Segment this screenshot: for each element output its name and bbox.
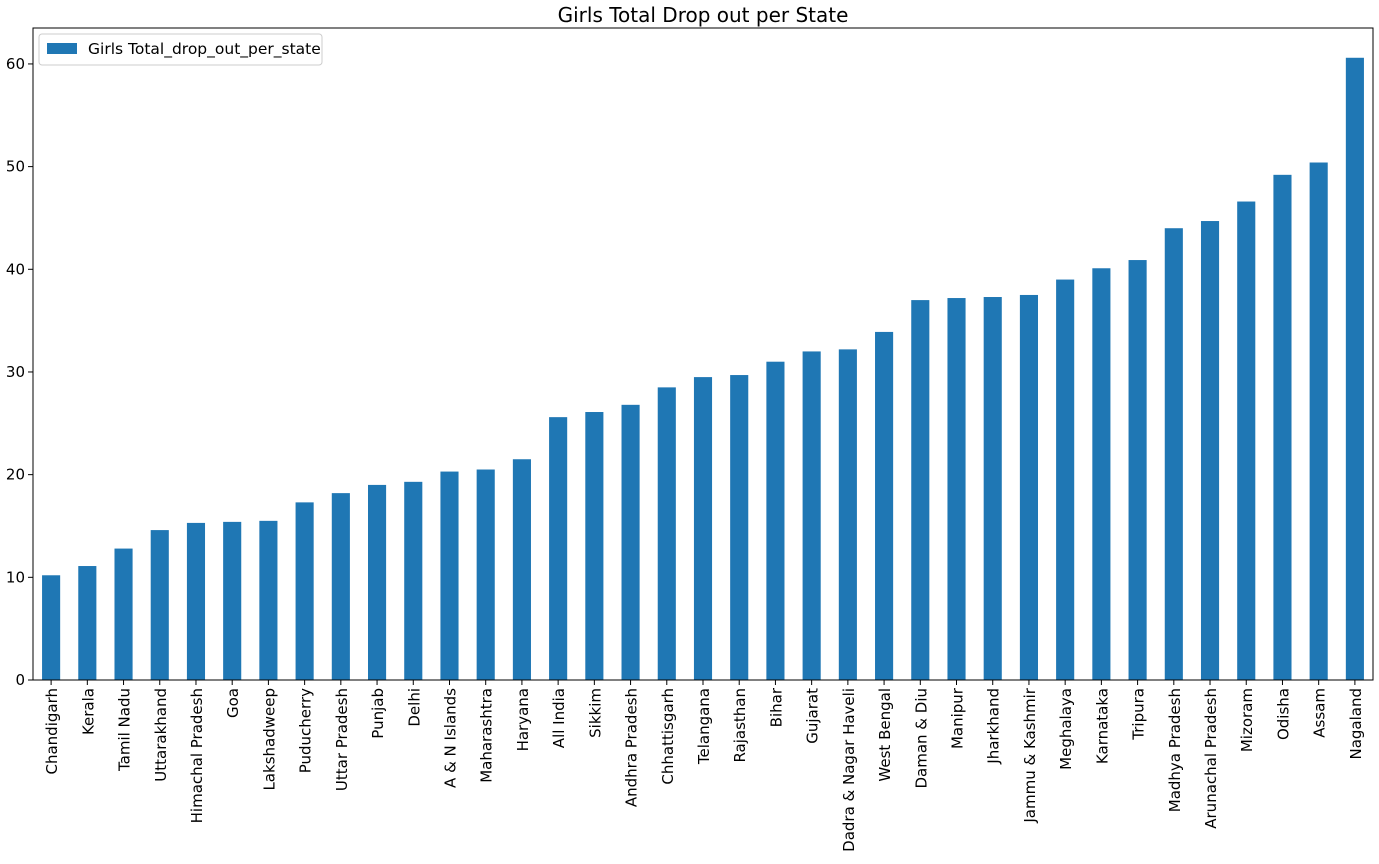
bar bbox=[693, 377, 713, 680]
x-tick-label: Gujarat bbox=[804, 688, 822, 744]
x-tick-label: Haryana bbox=[514, 688, 532, 751]
bar bbox=[1237, 201, 1256, 680]
bar bbox=[657, 387, 676, 680]
x-tick-label: West Bengal bbox=[876, 688, 894, 782]
legend-swatch bbox=[47, 43, 77, 54]
x-tick-label: All India bbox=[550, 688, 568, 748]
x-tick-label: Punjab bbox=[369, 688, 387, 739]
bar bbox=[1019, 294, 1038, 680]
x-tick-label: Mizoram bbox=[1238, 688, 1256, 752]
bar bbox=[802, 351, 821, 680]
bar bbox=[223, 521, 242, 680]
bar bbox=[1345, 57, 1364, 681]
x-tick-label: Uttar Pradesh bbox=[333, 688, 351, 791]
x-tick-label: Puducherry bbox=[297, 688, 315, 773]
x-tick-label: Odisha bbox=[1274, 688, 1292, 740]
x-tick-label: Maharashtra bbox=[478, 688, 496, 783]
y-tick-label: 20 bbox=[6, 466, 25, 484]
x-tick-label: Uttarakhand bbox=[152, 688, 170, 782]
x-tick-label: Telangana bbox=[695, 688, 713, 765]
bar bbox=[42, 575, 61, 680]
bar bbox=[730, 375, 749, 680]
x-tick-label: Sikkim bbox=[586, 688, 604, 738]
bar bbox=[259, 520, 278, 680]
bar bbox=[512, 459, 531, 680]
bar-series bbox=[42, 57, 1364, 681]
bar bbox=[1056, 279, 1075, 680]
x-tick-label: Jharkhand bbox=[985, 688, 1003, 765]
bar bbox=[1092, 268, 1111, 680]
y-tick-label: 60 bbox=[6, 55, 25, 73]
x-tick-label: Assam bbox=[1311, 688, 1329, 738]
legend: Girls Total_drop_out_per_state bbox=[38, 33, 323, 66]
y-tick-label: 50 bbox=[6, 158, 25, 176]
bar bbox=[947, 298, 966, 680]
x-tick-label: Himachal Pradesh bbox=[188, 688, 206, 823]
bar bbox=[585, 412, 604, 680]
x-tick-label: Meghalaya bbox=[1057, 688, 1075, 770]
x-tick-label: Nagaland bbox=[1347, 688, 1365, 760]
x-tick-label: A & N Islands bbox=[441, 688, 459, 788]
y-tick-label: 10 bbox=[6, 568, 25, 586]
x-tick-label: Tamil Nadu bbox=[116, 688, 134, 772]
x-tick-label: Karnataka bbox=[1093, 688, 1111, 764]
bar bbox=[368, 484, 387, 680]
x-tick-label: Goa bbox=[224, 688, 242, 718]
bar bbox=[983, 297, 1002, 680]
bar bbox=[838, 349, 857, 680]
bar bbox=[621, 404, 640, 680]
bar bbox=[476, 469, 495, 680]
x-tick-label: Manipur bbox=[949, 687, 967, 749]
bar bbox=[295, 502, 314, 680]
bar bbox=[1273, 174, 1292, 680]
x-tick-label: Chhattisgarh bbox=[659, 688, 677, 785]
bar bbox=[114, 548, 133, 680]
x-tick-label: Kerala bbox=[79, 688, 97, 735]
bar bbox=[440, 471, 459, 680]
x-tick-label: Bihar bbox=[767, 687, 785, 727]
bar bbox=[186, 522, 206, 680]
chart-title: Girls Total Drop out per State bbox=[558, 3, 849, 27]
x-tick-label: Jammu & Kashmir bbox=[1021, 687, 1039, 823]
x-tick-label: Andhra Pradesh bbox=[623, 688, 641, 807]
legend-label: Girls Total_drop_out_per_state bbox=[88, 40, 321, 59]
bar bbox=[549, 417, 568, 680]
bar bbox=[911, 300, 930, 680]
y-axis: 0 10 20 30 40 50 60 bbox=[6, 55, 33, 689]
x-tick-label: Rajasthan bbox=[731, 688, 749, 763]
bar bbox=[331, 493, 350, 680]
legend-box bbox=[38, 33, 323, 66]
x-tick-label: Chandigarh bbox=[43, 688, 61, 775]
x-tick-label: Lakshadweep bbox=[260, 688, 278, 791]
bar bbox=[150, 530, 169, 680]
bar bbox=[766, 361, 785, 680]
bar bbox=[1200, 221, 1220, 680]
x-tick-label: Dadra & Nagar Haveli bbox=[840, 688, 858, 852]
bar bbox=[875, 331, 894, 680]
y-tick-label: 0 bbox=[15, 671, 25, 689]
plot-frame bbox=[32, 27, 1374, 681]
y-tick-label: 30 bbox=[6, 363, 25, 381]
bar bbox=[1309, 162, 1328, 680]
bar bbox=[1128, 260, 1147, 680]
x-tick-label: Tripura bbox=[1130, 688, 1148, 741]
x-tick-label: Madhya Pradesh bbox=[1166, 688, 1184, 812]
x-axis: Chandigarh Kerala Tamil Nadu Uttarakhand Him… bbox=[43, 680, 1365, 852]
bar bbox=[78, 566, 97, 680]
x-tick-label: Arunachal Pradesh bbox=[1202, 688, 1220, 829]
y-tick-label: 40 bbox=[6, 260, 25, 278]
x-tick-label: Daman & Diu bbox=[912, 688, 930, 789]
bar bbox=[404, 481, 423, 680]
bar bbox=[1164, 228, 1183, 681]
x-tick-label: Delhi bbox=[405, 688, 423, 727]
